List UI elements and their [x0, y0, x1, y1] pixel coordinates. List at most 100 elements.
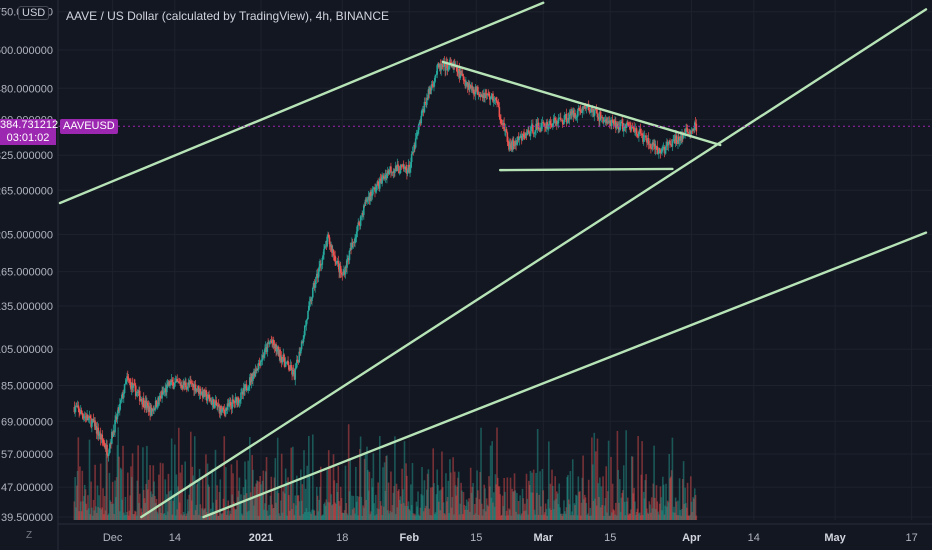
volume-bar [186, 499, 189, 520]
volume-bar [342, 512, 344, 520]
candle-body [320, 264, 323, 266]
volume-bar [456, 486, 458, 520]
volume-bar [565, 507, 568, 520]
volume-bar [680, 515, 682, 520]
volume-bar [572, 515, 575, 520]
candle-body [171, 379, 174, 383]
volume-bar [75, 507, 77, 520]
volume-bar [499, 494, 501, 520]
price-axis[interactable]: 750.000000600.000000480.000000400.000000… [0, 0, 59, 550]
candle-body [496, 101, 499, 105]
volume-bar [433, 513, 436, 520]
volume-bar [271, 504, 273, 520]
volume-bar [477, 514, 480, 520]
candle-body [87, 415, 89, 420]
volume-bar [392, 492, 395, 520]
candle-body [633, 127, 635, 132]
candle-body [194, 384, 197, 392]
candle-body [534, 130, 537, 134]
volume-bar [134, 510, 136, 520]
volume-bar [95, 512, 98, 520]
volume-bar [465, 505, 467, 520]
volume-bar [489, 445, 492, 520]
volume-bar [605, 466, 608, 520]
volume-bar [303, 450, 305, 520]
volume-bar [599, 507, 602, 520]
candle-body [417, 129, 419, 133]
last-price-badge: 384.731212 03:01:02 [0, 119, 58, 146]
candle-body [409, 166, 411, 173]
volume-bar [639, 515, 642, 520]
volume-bar [293, 515, 296, 520]
volume-bar [82, 501, 84, 520]
volume-bar [395, 483, 398, 520]
volume-bar [414, 515, 417, 520]
candle-body [461, 73, 464, 77]
volume-bar [545, 508, 548, 520]
candle-body [631, 127, 634, 128]
volume-bar [308, 474, 311, 520]
volume-bar [292, 503, 295, 520]
candle-body [555, 120, 558, 124]
candle-body [639, 129, 642, 134]
volume-bar [679, 510, 682, 520]
y-tick-label: 205.000000 [0, 229, 53, 241]
candle-body [87, 418, 90, 420]
volume-bar [99, 463, 102, 520]
volume-bar [455, 495, 458, 520]
volume-bar [290, 447, 293, 520]
volume-bar [343, 510, 346, 520]
volume-bar [453, 514, 455, 520]
volume-bar [331, 504, 334, 520]
volume-bar [260, 494, 263, 520]
volume-bar [507, 515, 509, 520]
volume-bar [613, 510, 616, 520]
volume-bar [410, 505, 413, 520]
volume-bar [485, 498, 488, 520]
volume-bar [656, 501, 659, 520]
volume-bar [564, 513, 567, 520]
volume-bar [367, 469, 369, 520]
candle-body [540, 122, 543, 132]
candle-body [298, 351, 301, 363]
candle-body [178, 381, 180, 383]
volume-bar [690, 501, 693, 520]
volume-bar [184, 461, 186, 520]
volume-bar [593, 432, 596, 520]
candle-body [641, 133, 643, 135]
volume-bar [535, 472, 537, 520]
volume-bar [531, 472, 533, 520]
candle-body [263, 354, 265, 358]
candle-body [292, 370, 294, 375]
candle-body [340, 272, 343, 275]
volume-bar [132, 514, 135, 520]
volume-bar [338, 501, 340, 520]
candle-body [74, 407, 76, 413]
candle-body [486, 93, 489, 96]
volume-bar [262, 470, 265, 520]
currency-badge[interactable]: USD [18, 6, 50, 20]
candle-body [189, 381, 192, 383]
volume-bar [685, 507, 688, 520]
volume-bar [574, 505, 576, 520]
volume-bar [450, 507, 453, 520]
scale-icon[interactable]: Z [26, 530, 33, 541]
volume-bar [178, 427, 180, 520]
volume-bar [335, 483, 338, 520]
candle-body [441, 64, 443, 65]
candle-body [162, 391, 165, 394]
time-axis[interactable]: Dec 14 2021 18 Feb 15 Mar 15 Apr 14 May 17 [58, 523, 932, 544]
candle-body [82, 415, 84, 419]
candle-body [367, 198, 369, 200]
volume-bar [121, 499, 123, 520]
volume-bar [92, 499, 95, 520]
trendlines[interactable] [58, 1, 928, 519]
candle-body [204, 390, 206, 397]
volume-bar [249, 492, 252, 520]
y-tick-label: 265.000000 [0, 185, 53, 197]
candle-body [366, 199, 368, 202]
y-tick-label: 325.000000 [0, 150, 53, 162]
volume-bar [412, 513, 415, 520]
candle-body [232, 399, 234, 401]
